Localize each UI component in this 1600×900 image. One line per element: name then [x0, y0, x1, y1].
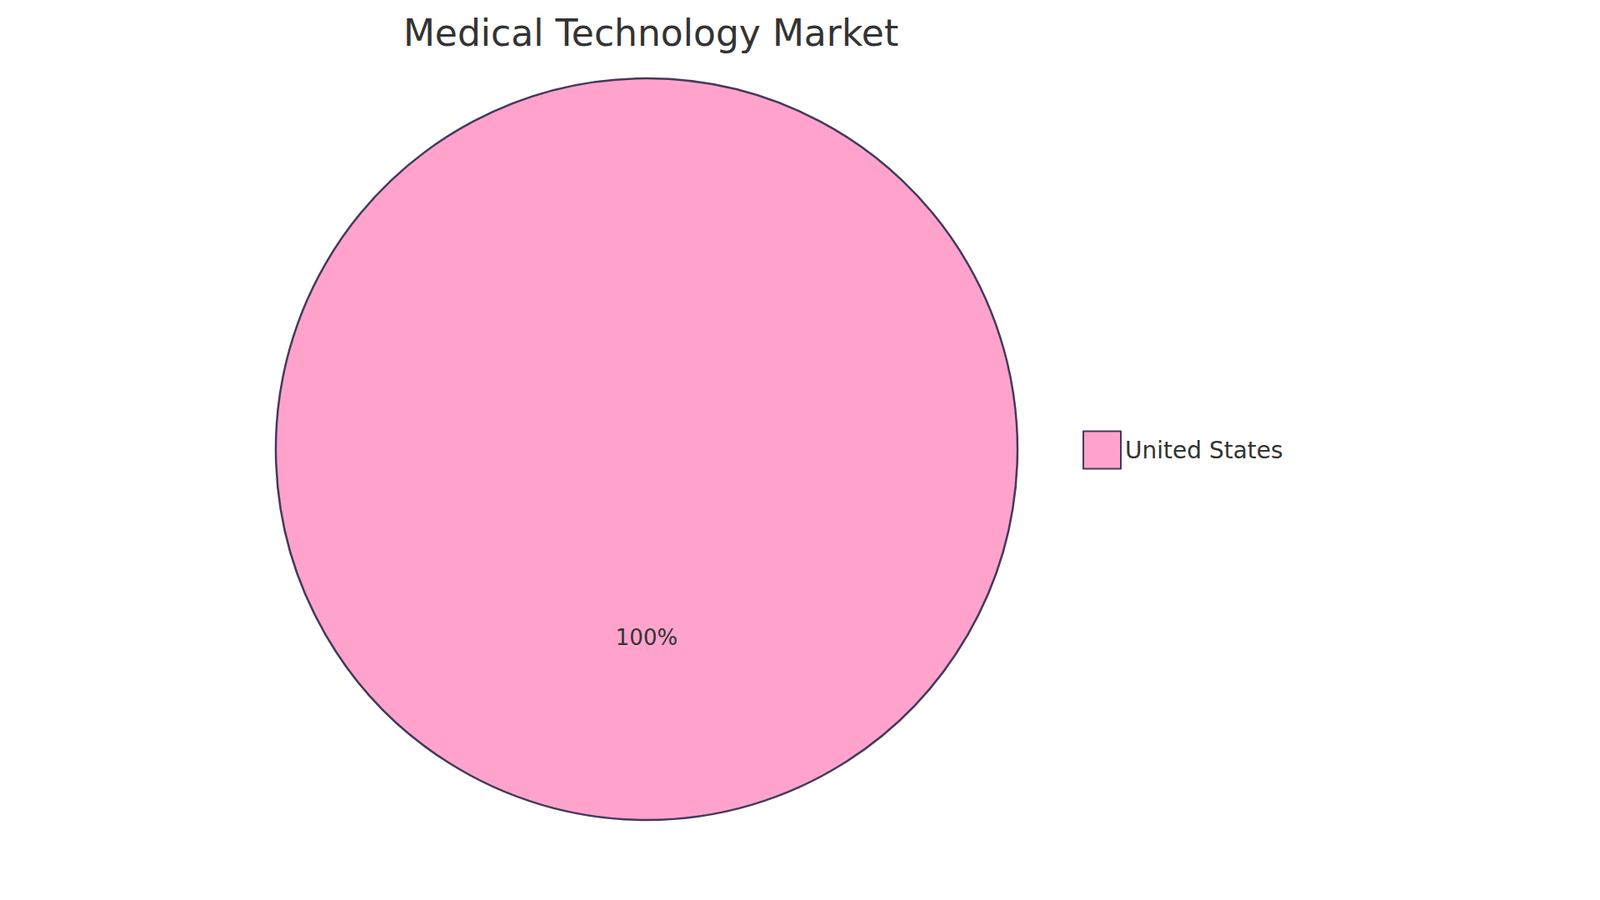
svg-text:100%: 100% [615, 625, 678, 650]
svg-text:Medical Technology Market: Medical Technology Market [403, 11, 899, 55]
svg-text:United States: United States [1125, 436, 1284, 465]
